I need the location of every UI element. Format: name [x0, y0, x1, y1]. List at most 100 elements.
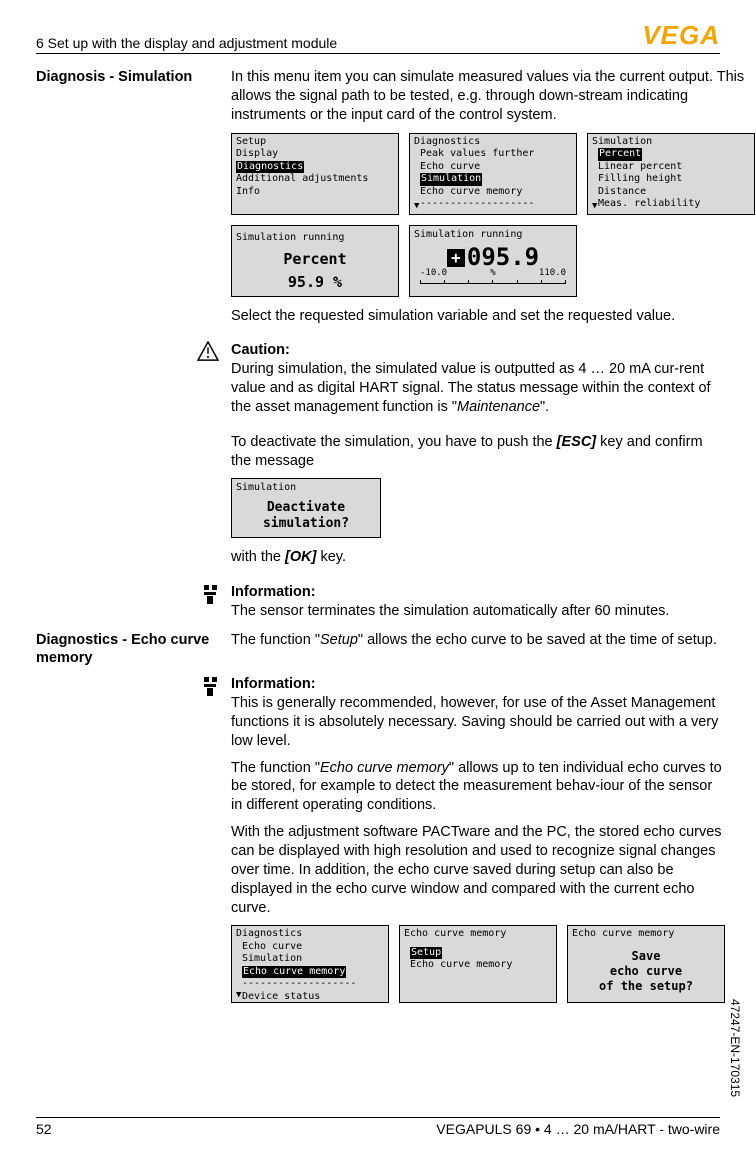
- caution-maintenance: Maintenance: [457, 399, 540, 415]
- lcd-title: Simulation: [592, 136, 750, 149]
- section-diagnosis-simulation: Diagnosis - Simulation In this menu item…: [36, 68, 720, 333]
- lcd-title: Simulation: [236, 481, 376, 494]
- echo2-content: The function "Echo curve memory" allows …: [231, 759, 725, 1014]
- lcd-row-deact: Simulation Deactivate simulation?: [231, 478, 720, 538]
- echo2-block: The function "Echo curve memory" allows …: [36, 759, 720, 1014]
- info1-content: Information: The sensor terminates the s…: [231, 583, 720, 621]
- echo-p1: The function "Setup" allows the echo cur…: [231, 631, 720, 650]
- caution-icon: [197, 341, 219, 361]
- lcd-line: Echo curve memory: [414, 186, 572, 199]
- spacer: [36, 433, 231, 576]
- info1-title: Information:: [231, 584, 316, 600]
- section-echo-memory: Diagnostics - Echo curve memory The func…: [36, 631, 720, 667]
- echo-setup-ital: Setup: [320, 632, 358, 648]
- lcd-row-echo: Diagnostics Echo curve Simulation Echo c…: [231, 925, 725, 1003]
- echo2-p1a: The function ": [231, 760, 320, 776]
- lcd-line: Echo curve memory: [404, 959, 552, 972]
- caution-para1: Caution: During simulation, the simulate…: [231, 341, 720, 416]
- lcd-dash: -------------------: [414, 198, 572, 211]
- lcd-title: Echo curve memory: [572, 928, 720, 941]
- lcd-ticks: [420, 280, 566, 284]
- lcd-line: Distance: [592, 186, 750, 199]
- info2-content: Information: This is generally recommend…: [231, 675, 720, 750]
- lcd-row-1: Setup Display Diagnostics Additional adj…: [231, 133, 755, 215]
- lcd-axis-pct: %: [420, 268, 566, 280]
- side-label-echo: Diagnostics - Echo curve memory: [36, 631, 231, 667]
- lcd-save-msg: Save echo curve of the setup?: [572, 949, 720, 994]
- echo2-p1: The function "Echo curve memory" allows …: [231, 759, 725, 816]
- lcd-save-l1: Save: [632, 949, 661, 963]
- lcd-line-selected: Echo curve memory: [242, 966, 346, 979]
- lcd-line: Device status: [236, 991, 384, 1004]
- diag-sim-p2: Select the requested simulation variable…: [231, 307, 755, 326]
- info-icon: [201, 677, 219, 750]
- info-icon: [201, 585, 219, 621]
- plus-icon: +: [447, 249, 465, 267]
- lcd-line-selected: Setup: [410, 947, 442, 960]
- caution-p3a: with the: [231, 549, 285, 565]
- down-arrow-icon: ▼: [414, 201, 419, 212]
- caution-content: Caution: During simulation, the simulate…: [231, 341, 720, 424]
- info2-body: This is generally recommended, however, …: [231, 695, 718, 749]
- lcd-title: Echo curve memory: [404, 928, 552, 941]
- vega-logo: VEGA: [642, 20, 720, 51]
- lcd-dash: -------------------: [236, 978, 384, 991]
- lcd-title: Diagnostics: [236, 928, 384, 941]
- ok-key: [OK]: [285, 549, 316, 565]
- info-icon-col: [36, 675, 231, 750]
- info2-title: Information:: [231, 676, 316, 692]
- spacer: [36, 759, 231, 1014]
- lcd-line: Info: [236, 186, 394, 199]
- lcd-line: Echo curve: [236, 941, 384, 954]
- page-number: 52: [36, 1121, 52, 1137]
- down-arrow-icon: ▼: [236, 990, 241, 1001]
- lcd-line-selected: Percent: [598, 148, 642, 161]
- lcd-msg: Deactivate simulation?: [236, 500, 376, 531]
- lcd-line: Simulation: [236, 953, 384, 966]
- lcd-diagnostics-menu: Diagnostics Peak values further Echo cur…: [409, 133, 577, 215]
- lcd-row-2: Simulation running Percent 95.9 % Simula…: [231, 225, 755, 297]
- info1-body: The sensor terminates the simulation aut…: [231, 603, 669, 619]
- content-diag-sim: In this menu item you can simulate measu…: [231, 68, 755, 333]
- lcd-sim-running-percent: Simulation running Percent 95.9 %: [231, 225, 399, 297]
- lcd-line-selected: Simulation: [420, 173, 482, 186]
- caution-deactivate: To deactivate the simulation, you have t…: [36, 433, 720, 576]
- caution-p3: with the [OK] key.: [231, 548, 720, 567]
- section-title: 6 Set up with the display and adjustment…: [36, 35, 337, 51]
- lcd-title: Simulation running: [410, 226, 576, 241]
- lcd-echo-diag: Diagnostics Echo curve Simulation Echo c…: [231, 925, 389, 1003]
- lcd-line: Setup: [236, 136, 394, 149]
- lcd-save-l2: echo curve: [610, 964, 682, 978]
- caution-p2: To deactivate the simulation, you have t…: [231, 433, 720, 471]
- product-name: VEGAPULS 69 • 4 … 20 mA/HART - two-wire: [436, 1121, 720, 1137]
- lcd-percent-value: 95.9 %: [232, 273, 398, 293]
- lcd-line: Filling height: [592, 173, 750, 186]
- info1-block: Information: The sensor terminates the s…: [36, 583, 720, 621]
- page: 6 Set up with the display and adjustment…: [0, 0, 756, 1157]
- info2-block: Information: This is generally recommend…: [36, 675, 720, 750]
- content-echo: The function "Setup" allows the echo cur…: [231, 631, 720, 667]
- caution-icon-col: [36, 341, 231, 424]
- side-label-diag-sim: Diagnosis - Simulation: [36, 68, 231, 333]
- lcd-simulation-menu: Simulation Percent Linear percent Fillin…: [587, 133, 755, 215]
- diag-sim-p1: In this menu item you can simulate measu…: [231, 68, 755, 125]
- caution-block: Caution: During simulation, the simulate…: [36, 341, 720, 424]
- lcd-line-selected: Diagnostics: [236, 161, 304, 174]
- lcd-sim-running-graph: Simulation running +095.9 -10.0 110.0 %: [409, 225, 577, 297]
- info-icon-col: [36, 583, 231, 621]
- lcd-deactivate: Simulation Deactivate simulation?: [231, 478, 381, 538]
- echo2-p2: With the adjustment software PACTware an…: [231, 823, 725, 917]
- echo-p1b: " allows the echo curve to be saved at t…: [358, 632, 717, 648]
- lcd-big-number: 095.9: [467, 243, 539, 271]
- lcd-line: Meas. reliability: [592, 198, 750, 211]
- caution-title: Caution:: [231, 342, 290, 358]
- lcd-msg-l2: simulation?: [263, 516, 349, 531]
- header-row: 6 Set up with the display and adjustment…: [36, 20, 720, 54]
- lcd-echo-mem2: Echo curve memory Save echo curve of the…: [567, 925, 725, 1003]
- lcd-title: Diagnostics: [414, 136, 572, 149]
- lcd-line: Linear percent: [592, 161, 750, 174]
- caution-deact-content: To deactivate the simulation, you have t…: [231, 433, 720, 576]
- lcd-echo-mem1: Echo curve memory Setup Echo curve memor…: [399, 925, 557, 1003]
- lcd-bar: -10.0 110.0 %: [420, 272, 566, 290]
- caution-p2a: To deactivate the simulation, you have t…: [231, 434, 557, 450]
